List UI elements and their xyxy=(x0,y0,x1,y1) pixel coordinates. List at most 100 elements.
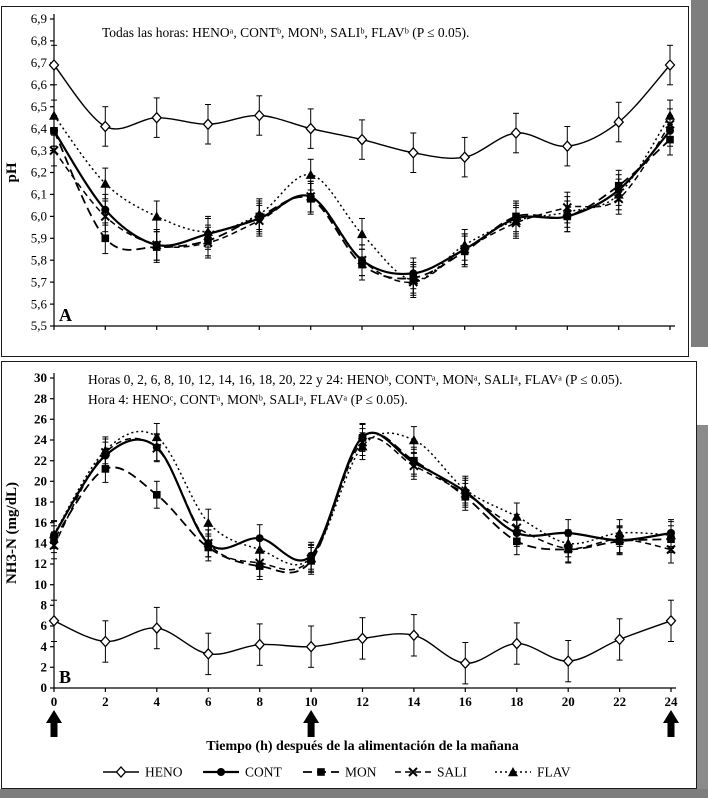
legend-item-sali: SALI xyxy=(395,765,468,780)
x-marker xyxy=(151,240,162,250)
x-tick-label: 14 xyxy=(407,694,421,709)
triangle-marker xyxy=(665,110,675,120)
triangle-marker xyxy=(100,178,111,188)
triangle-marker xyxy=(408,275,419,285)
open-diamond-marker xyxy=(459,151,471,164)
ph-chart: 5,5 5,6 5,7 5,8 5,9 6,0 6,1 6,2 6,3 6,4 6,5 6,6 6,7 6… xyxy=(4,11,676,333)
y-tick-label: 28 xyxy=(34,391,48,406)
open-diamond-marker xyxy=(253,109,265,122)
triangle-marker xyxy=(151,211,162,221)
x-tick-label: 22 xyxy=(613,694,626,709)
legend-item-cont: CONT xyxy=(203,765,283,780)
y-tick-label: 6,5 xyxy=(31,99,47,114)
y-tick-label: 12 xyxy=(34,556,47,571)
y-tick-label: 22 xyxy=(34,453,47,468)
x-marker xyxy=(305,191,316,202)
triangle-marker xyxy=(613,189,624,199)
y-tick-label: 4 xyxy=(41,639,48,654)
square-marker xyxy=(101,234,110,243)
triangle-marker xyxy=(459,239,470,250)
y-tick-label: 6 xyxy=(41,618,48,633)
open-diamond-marker xyxy=(459,657,471,670)
open-diamond-marker xyxy=(665,614,677,627)
open-diamond-marker xyxy=(305,640,317,653)
open-diamond-marker xyxy=(254,638,266,651)
feed-arrow xyxy=(663,710,679,737)
legend-label: SALI xyxy=(437,765,468,780)
open-diamond-marker xyxy=(305,122,317,135)
feed-arrow xyxy=(303,710,320,737)
y-tick-label: 5,9 xyxy=(31,231,47,246)
open-diamond-marker xyxy=(510,127,522,139)
open-diamond-marker xyxy=(151,622,163,635)
x-tick-label: 4 xyxy=(154,694,161,709)
open-diamond-marker xyxy=(664,59,676,71)
y-axis-title: NH3-N (mg/dL) xyxy=(4,482,20,584)
square-marker xyxy=(153,491,161,499)
y-tick-label: 2 xyxy=(41,660,48,675)
triangle-marker xyxy=(357,228,367,239)
panel-b-nh3: 0 2 4 6 8 10 12 14 16 18 20 22 24 26 28 30 0 2 4 6 8 10 12 14 16… xyxy=(1,361,697,789)
open-diamond-marker xyxy=(151,111,163,124)
x-marker xyxy=(357,255,367,265)
panel-letter: A xyxy=(59,305,72,325)
triangle-marker xyxy=(254,544,265,554)
x-tick-label: 2 xyxy=(102,694,109,709)
x-marker xyxy=(409,461,419,471)
legend-label: FLAV xyxy=(537,765,571,780)
open-diamond-marker xyxy=(562,655,574,668)
y-tick-label: 5,8 xyxy=(31,252,47,267)
series-heno xyxy=(48,44,676,178)
x-tick-label: 0 xyxy=(51,694,58,709)
legend-label: HENO xyxy=(145,765,183,780)
page-edge-shadow-bottom xyxy=(697,425,708,798)
y-tick-label: 6,6 xyxy=(31,77,48,92)
triangle-marker xyxy=(49,110,59,120)
y-tick-label: 5,6 xyxy=(31,296,48,311)
feed-arrow xyxy=(46,710,62,737)
y-tick-label: 18 xyxy=(34,494,48,509)
y-tick-label: 6,8 xyxy=(31,33,47,48)
legend-label: MON xyxy=(345,765,377,780)
open-diamond-marker xyxy=(100,635,111,648)
series-flav xyxy=(49,99,675,296)
y-tick-label: 6,7 xyxy=(31,55,48,70)
significance-annotation: Horas 0, 2, 6, 8, 10, 12, 14, 16, 18, 20… xyxy=(88,372,622,387)
triangle-marker xyxy=(203,226,213,236)
significance-annotation: Todas las horas: HENOᵃ, CONTᵇ, MONᵇ, SAL… xyxy=(102,25,469,40)
legend-label: CONT xyxy=(245,765,283,780)
y-tick-label: 6,9 xyxy=(31,11,47,26)
error-bars xyxy=(51,44,673,178)
x-tick-label: 20 xyxy=(562,694,575,709)
open-diamond-marker xyxy=(561,140,573,153)
square-marker xyxy=(317,768,325,776)
panel-letter: B xyxy=(59,667,71,687)
circle-marker xyxy=(217,768,225,776)
triangle-marker xyxy=(508,767,518,777)
triangle-marker xyxy=(666,530,676,540)
open-diamond-marker xyxy=(613,116,625,129)
legend-item-mon: MON xyxy=(303,765,377,780)
y-tick-label: 5,5 xyxy=(31,318,47,333)
triangle-marker xyxy=(511,511,522,521)
open-diamond-marker xyxy=(202,647,214,660)
triangle-marker xyxy=(306,552,317,562)
open-diamond-marker xyxy=(99,120,111,133)
page-edge-shadow-top xyxy=(691,0,708,347)
y-tick-label: 30 xyxy=(34,370,47,385)
triangle-marker xyxy=(563,538,574,548)
triangle-marker xyxy=(254,209,265,219)
square-marker xyxy=(101,465,110,473)
x-marker xyxy=(203,538,214,549)
open-diamond-marker xyxy=(511,637,523,650)
y-tick-label: 6,3 xyxy=(31,143,47,158)
y-tick-label: 16 xyxy=(34,515,48,530)
y-tick-label: 6,1 xyxy=(31,187,47,202)
open-diamond-marker xyxy=(408,629,420,642)
legend-item-heno: HENO xyxy=(103,765,183,780)
legend-item-flav: FLAV xyxy=(495,765,571,780)
x-tick-label: 10 xyxy=(305,694,318,709)
triangle-marker xyxy=(151,431,162,442)
axes xyxy=(50,14,675,330)
